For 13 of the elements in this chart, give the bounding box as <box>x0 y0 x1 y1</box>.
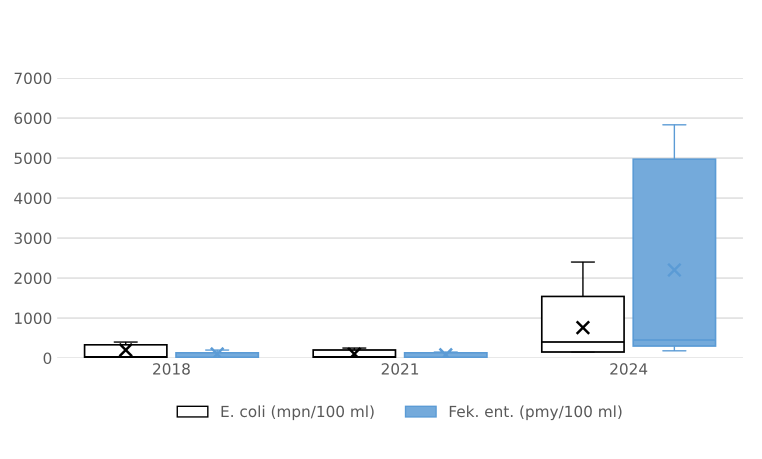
y-tick-label: 1000 <box>15 312 52 324</box>
y-tick-label: 2000 <box>14 272 52 284</box>
y-tick-label: 7000 <box>14 72 52 84</box>
legend-label: E. coli (mpn/100 ml) <box>222 405 374 420</box>
x-tick-label: 2021 <box>382 363 418 375</box>
y-tick-label: 6000 <box>14 112 52 124</box>
x-tick-label: 2018 <box>153 363 190 375</box>
y-tick-label: 4000 <box>14 192 52 204</box>
y-tick-label: 0 <box>44 352 52 364</box>
x-tick-label: 2024 <box>610 363 648 375</box>
y-tick-label: 3000 <box>14 232 52 244</box>
y-tick-label: 5000 <box>14 152 52 164</box>
legend-label: Fek. ent. (pmy/100 ml) <box>450 405 622 420</box>
